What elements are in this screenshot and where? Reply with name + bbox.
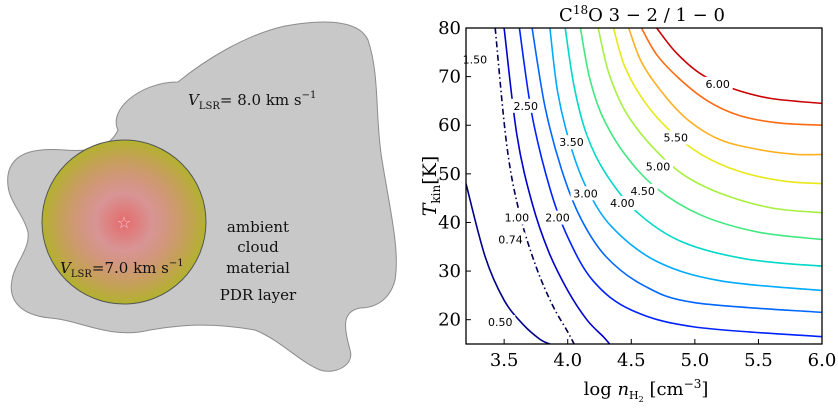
contour-label-background — [501, 210, 532, 225]
x-tick-label: 5.5 — [744, 350, 773, 371]
protostellar-core — [41, 139, 207, 305]
contour-label-background — [643, 159, 673, 174]
contour-label: 3.00 — [573, 187, 598, 200]
contour-chart: C18O 3 − 2 / 1 − 0 0.50 0.74 1.00 1.50 2.00 2… — [419, 3, 836, 404]
contour-label-background — [570, 186, 601, 201]
contour-line — [494, 28, 575, 344]
y-tick-label: 70 — [438, 67, 461, 88]
contour-line — [503, 28, 611, 344]
ambient-label-line-1: ambient — [227, 218, 289, 236]
contour-label: 2.50 — [514, 100, 539, 113]
outer-velocity-label: VLSR= 8.0 km s−1 — [188, 90, 316, 112]
x-axis-label: log nH2 [cm−3] — [584, 377, 709, 404]
y-tick-label: 40 — [438, 212, 461, 233]
y-tick-label: 20 — [438, 310, 461, 331]
y-axis-ticks: 20 30 40 50 60 70 80 — [438, 18, 471, 331]
contour-label-background — [627, 183, 658, 198]
contour-label: 4.00 — [610, 197, 635, 210]
contour-line — [531, 28, 822, 314]
contour-label-background — [660, 130, 691, 145]
contour-line — [564, 28, 822, 267]
y-tick-label: 30 — [438, 261, 461, 282]
x-tick-label: 4.5 — [617, 350, 646, 371]
contour-line — [466, 183, 551, 344]
contour-label-background — [459, 52, 490, 67]
contour-label-background — [702, 76, 733, 91]
contour-label-background — [542, 210, 573, 225]
contour-line — [656, 28, 822, 105]
y-tick-label: 50 — [438, 164, 461, 185]
x-tick-label: 6.0 — [808, 350, 837, 371]
contour-lines — [466, 28, 822, 344]
contour-label-background — [485, 315, 516, 330]
star-icon: ☆ — [117, 213, 131, 232]
ambient-label-line-3: material — [226, 259, 290, 277]
contour-label-background — [495, 232, 526, 247]
pdr-layer-label: PDR layer — [220, 286, 297, 304]
ambient-cloud-label: ambient cloud material PDR layer — [220, 218, 297, 304]
x-tick-label: 4.0 — [553, 350, 582, 371]
contour-label: 5.00 — [646, 161, 671, 174]
contour-labels: 0.50 0.74 1.00 1.50 2.00 2.50 3.00 3.50 4.004.50… — [459, 52, 733, 330]
contour-label: 5.50 — [664, 131, 689, 144]
plot-frame — [465, 27, 823, 345]
contour-line — [640, 28, 822, 126]
contour-line — [627, 28, 822, 156]
contour-label: 4.50 — [630, 185, 655, 198]
contour-label-background — [556, 135, 587, 150]
y-axis-label: Tkin[K] — [419, 156, 443, 217]
cloud-diagram: ☆ VLSR= 8.0 km s−1 VLSR=7.0 km s−1 ambie… — [7, 21, 397, 372]
chart-title: C18O 3 − 2 / 1 − 0 — [559, 3, 725, 26]
x-axis-ticks: 3.5 4.0 4.5 5.0 5.5 6.0 — [490, 339, 836, 371]
contour-line — [518, 28, 822, 338]
contour-label: 1.50 — [463, 54, 488, 67]
y-tick-label: 80 — [438, 18, 461, 39]
ambient-label-line-2: cloud — [237, 238, 279, 256]
contour-line — [579, 28, 822, 241]
contour-label: 0.74 — [498, 234, 523, 247]
contour-label: 1.00 — [505, 212, 530, 225]
contour-label-background — [510, 98, 541, 113]
contour-label: 0.50 — [488, 316, 513, 329]
x-tick-label: 3.5 — [490, 350, 519, 371]
y-tick-label: 60 — [438, 115, 461, 136]
contour-line — [549, 28, 822, 292]
contour-label: 6.00 — [705, 78, 730, 91]
inner-velocity-label: VLSR=7.0 km s−1 — [60, 258, 184, 280]
x-tick-label: 5.0 — [681, 350, 710, 371]
contour-label-background — [607, 196, 638, 210]
contour-label: 3.50 — [559, 136, 584, 149]
contour-label: 2.00 — [545, 212, 570, 225]
